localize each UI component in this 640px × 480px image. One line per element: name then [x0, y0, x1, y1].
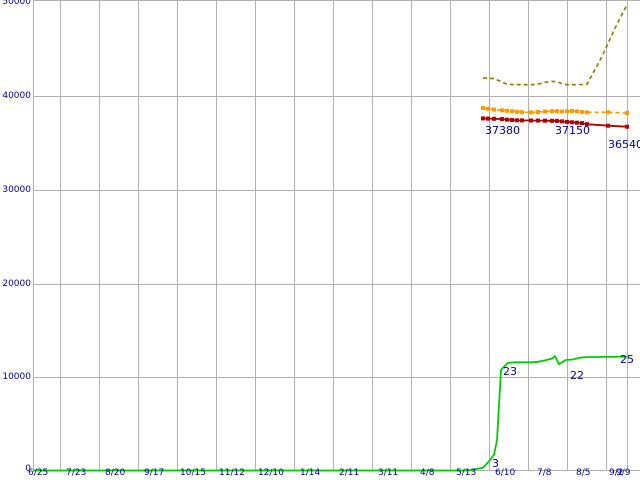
series-marker — [520, 110, 524, 115]
series-marker — [500, 117, 504, 122]
series-marker — [500, 108, 504, 113]
series-marker — [625, 111, 629, 115]
series-marker — [520, 118, 524, 123]
series-marker — [492, 107, 496, 112]
xtick-label-11-12: 11/12 — [219, 468, 245, 478]
series-marker — [529, 118, 533, 123]
point-label-23: 23 — [503, 365, 517, 378]
series-marker — [560, 119, 564, 124]
series-marker — [580, 109, 584, 114]
series-marker — [606, 123, 610, 128]
series-marker — [550, 118, 554, 123]
series-marker — [555, 118, 559, 123]
xtick-label-6-25: 6/25 — [28, 468, 49, 478]
xtick-label-5-13: 5/13 — [456, 468, 477, 478]
series-marker — [492, 116, 496, 121]
ytick-label-0: 0 — [25, 464, 31, 474]
series-marker — [505, 117, 509, 122]
xtick-label-1-14: 1/14 — [300, 468, 321, 478]
series-markers-orange-series — [481, 106, 629, 115]
series-marker — [555, 109, 559, 114]
series-markers-dark-red-series — [481, 116, 629, 129]
series-marker — [565, 119, 569, 124]
xtick-label-9-9: 9/9 — [616, 468, 631, 478]
xtick-label-8-20: 8/20 — [105, 468, 126, 478]
ytick-label-30000: 30000 — [2, 185, 31, 195]
series-marker — [481, 106, 485, 110]
series-marker — [529, 110, 533, 115]
series-marker — [625, 124, 629, 129]
xtick-label-9-17: 9/17 — [144, 468, 165, 478]
series-marker — [560, 109, 564, 114]
series-marker — [515, 109, 519, 114]
series-marker — [536, 110, 540, 114]
xtick-label-4-8: 4/8 — [420, 468, 435, 478]
series-marker — [481, 116, 485, 121]
point-label-25: 25 — [620, 353, 634, 366]
series-marker — [550, 109, 554, 114]
xtick-label-3-11: 3/11 — [378, 468, 399, 478]
xtick-label-12-10: 12/10 — [258, 468, 284, 478]
vertical-gridlines — [33, 0, 628, 470]
xtick-label-10-15: 10/15 — [180, 468, 206, 478]
series-line-olive-series — [483, 4, 628, 86]
series-marker — [543, 118, 547, 123]
series-marker — [575, 109, 579, 114]
series-marker — [486, 106, 490, 111]
xtick-label-6-10: 6/10 — [495, 468, 516, 478]
series-marker — [515, 118, 519, 123]
series-layer — [33, 4, 629, 472]
series-marker — [585, 122, 589, 127]
point-label-22: 22 — [570, 369, 584, 382]
xtick-label-7-23: 7/23 — [66, 468, 87, 478]
ytick-label-40000: 40000 — [2, 91, 31, 101]
series-marker — [575, 120, 579, 125]
series-marker — [580, 121, 584, 126]
series-marker — [570, 120, 574, 125]
series-marker — [565, 109, 569, 114]
series-marker — [510, 109, 514, 114]
series-marker — [606, 110, 610, 115]
point-label-37380: 37380 — [485, 124, 520, 137]
xtick-label-7-8: 7/8 — [537, 468, 552, 478]
point-label-3: 3 — [492, 457, 499, 470]
series-marker — [536, 118, 540, 123]
series-marker — [505, 108, 509, 113]
ytick-label-50000: 50000 — [2, 0, 31, 7]
xtick-label-2-11: 2/11 — [339, 468, 360, 478]
series-marker — [486, 116, 490, 121]
series-marker — [510, 118, 514, 122]
point-label-36540: 36540 — [608, 138, 640, 151]
series-marker — [543, 109, 547, 114]
xtick-label-9-2: 9/2 — [609, 468, 624, 478]
series-marker — [585, 110, 589, 115]
ytick-label-10000: 10000 — [2, 372, 31, 382]
series-line-green-series — [33, 354, 628, 472]
point-label-37150: 37150 — [555, 124, 590, 137]
horizontal-gridlines — [33, 0, 640, 471]
ytick-label-20000: 20000 — [2, 279, 31, 289]
xtick-label-8-5: 8/5 — [576, 468, 591, 478]
series-marker — [570, 109, 574, 113]
